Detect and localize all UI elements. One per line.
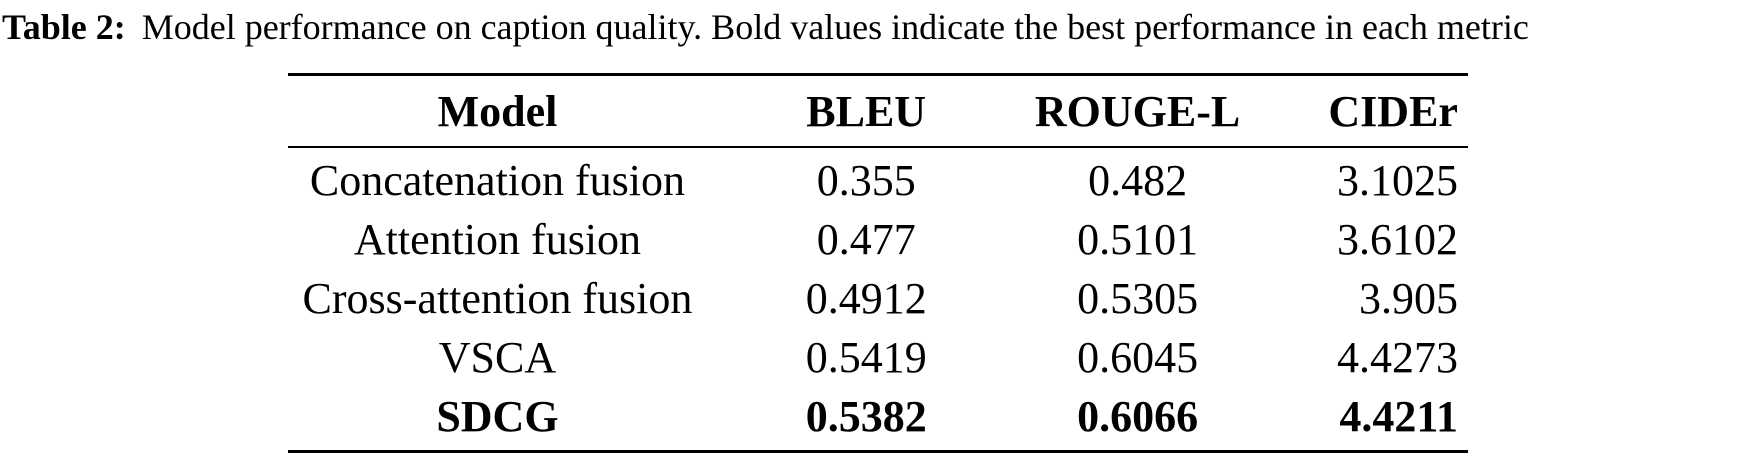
cell-model-name: SDCG [436,392,559,441]
cell-rouge-l-value: 0.5305 [1077,274,1199,323]
cell-rouge-l-value: 0.6045 [1077,333,1199,382]
cell-cider-value: 3.905 [1358,274,1458,323]
column-header-model: Model [437,86,558,136]
table-row-best: SDCG 0.5382 0.6066 4.4211 [288,387,1468,446]
cell-cider-value: 4.4273 [1336,333,1458,382]
table-row: VSCA 0.5419 0.6045 4.4273 [288,328,1468,387]
cell-rouge-l-value: 0.6066 [1077,392,1199,441]
column-header-cider: CIDEr [1328,86,1458,136]
cell-rouge-l-value: 0.482 [1088,156,1188,205]
cell-bleu-value: 0.5419 [805,333,927,382]
cell-bleu-value: 0.4912 [805,274,927,323]
cell-cider-value: 4.4211 [1339,392,1458,441]
cell-bleu-value: 0.477 [816,215,916,264]
column-header-bleu: BLEU [806,86,927,136]
model-performance-table: Model BLEU ROUGE-L CIDEr Concatenation f… [288,73,1468,453]
cell-model-name: Attention fusion [353,215,642,264]
table-row: Cross-attention fusion 0.4912 0.5305 3.9… [288,269,1468,328]
cell-model-name: Concatenation fusion [309,156,686,205]
cell-cider-value: 3.1025 [1336,156,1458,205]
table-caption: Table 2: Model performance on caption qua… [2,4,1754,50]
table-row: Concatenation fusion 0.355 0.482 3.1025 [288,151,1468,210]
table-row: Attention fusion 0.477 0.5101 3.6102 [288,210,1468,269]
table-caption-text: Model performance on caption quality. Bo… [141,7,1529,47]
cell-cider-value: 3.6102 [1336,215,1458,264]
cell-bleu-value: 0.355 [816,156,916,205]
cell-model-name: Cross-attention fusion [302,274,693,323]
cell-rouge-l-value: 0.5101 [1077,215,1199,264]
cell-model-name: VSCA [438,333,557,382]
cell-bleu-value: 0.5382 [805,392,927,441]
table-caption-label: Table 2: [2,7,126,47]
table-header-row: Model BLEU ROUGE-L CIDEr [288,76,1468,148]
table-body: Concatenation fusion 0.355 0.482 3.1025 … [288,148,1468,450]
column-header-rouge-l: ROUGE-L [1034,86,1241,136]
